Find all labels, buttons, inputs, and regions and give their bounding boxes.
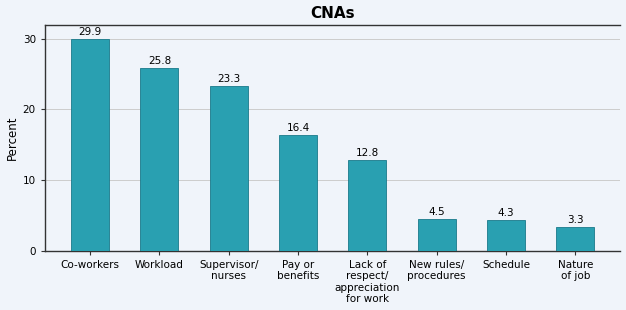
Text: 25.8: 25.8 (148, 56, 171, 66)
Text: 4.3: 4.3 (498, 208, 514, 218)
Title: CNAs: CNAs (310, 6, 355, 20)
Bar (71, 39, 109, 250)
Bar (418, 219, 456, 250)
Y-axis label: Percent: Percent (6, 115, 19, 160)
Text: 3.3: 3.3 (567, 215, 583, 225)
Bar (140, 68, 178, 250)
Text: 4.5: 4.5 (428, 207, 445, 217)
Bar (279, 135, 317, 250)
Text: 29.9: 29.9 (78, 27, 101, 37)
Bar (210, 86, 248, 250)
Bar (556, 227, 594, 250)
Text: 12.8: 12.8 (356, 148, 379, 158)
Bar (348, 160, 386, 250)
Bar (487, 220, 525, 250)
Text: 23.3: 23.3 (217, 74, 240, 84)
Text: 16.4: 16.4 (286, 123, 310, 133)
